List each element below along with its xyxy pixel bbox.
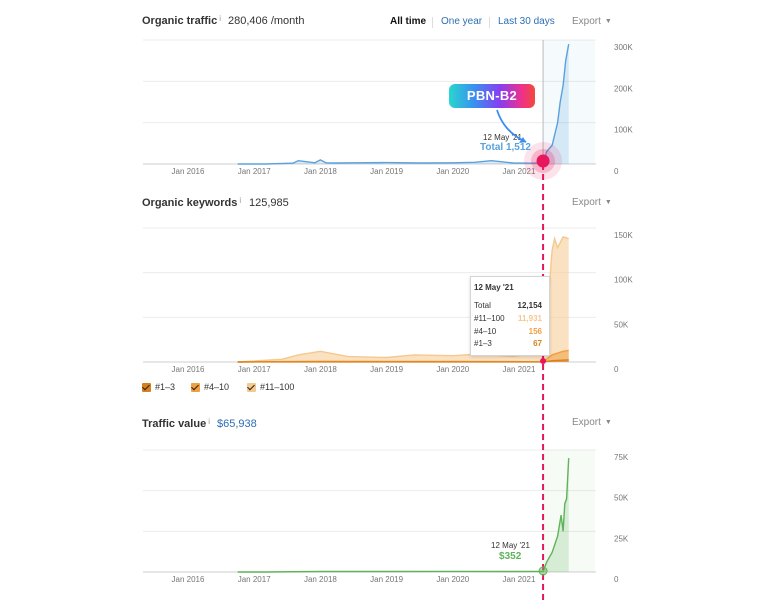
series-main-line: [237, 43, 570, 165]
y-tick-label: 50K: [614, 494, 629, 503]
traffic-value-title: Traffic value i: [142, 417, 210, 430]
organic-traffic-title: Organic traffic i: [142, 14, 221, 27]
event-marker: [536, 154, 550, 168]
x-tick-label: Jan 2018: [304, 167, 337, 176]
y-tick-label: 75K: [614, 453, 629, 462]
x-tick-label: Jan 2016: [172, 575, 205, 584]
tooltip-row-value: 156: [528, 327, 542, 336]
y-tick-label: 25K: [614, 534, 629, 543]
legend-label: #11–100: [260, 382, 295, 392]
x-tick-label: Jan 2019: [370, 167, 403, 176]
range-divider: [489, 17, 490, 28]
x-tick-label: Jan 2018: [304, 575, 337, 584]
traffic-tooltip-date: 12 May '21: [483, 133, 522, 142]
hover-shade: [543, 450, 595, 572]
tooltip-row-4-10: #4–10 156: [474, 327, 544, 336]
tooltip-date: 12 May '21: [474, 283, 514, 292]
x-tick-label: Jan 2019: [370, 365, 403, 374]
y-tick-label: 150K: [614, 231, 633, 240]
legend-item-1-3[interactable]: #1–3: [142, 382, 175, 392]
keywords-tooltip: 12 May '21 Total 12,154 #11–100 11,931 #…: [470, 276, 550, 356]
export-label: Export: [572, 197, 601, 208]
tooltip-row-label: Total: [474, 301, 491, 310]
tooltip-row-label: #1–3: [474, 339, 492, 348]
organic-keywords-title: Organic keywords i: [142, 196, 242, 209]
value-tooltip-date: 12 May '21: [491, 541, 530, 550]
range-all-time[interactable]: All time: [390, 16, 427, 27]
x-tick-label: Jan 2021: [503, 575, 536, 584]
organic-traffic-value: 280,406 /month: [228, 15, 305, 27]
export-button[interactable]: Export ▼: [572, 197, 612, 208]
tooltip-row-11-100: #11–100 11,931: [474, 314, 544, 323]
y-tick-label: 50K: [614, 320, 629, 329]
export-label: Export: [572, 16, 601, 27]
caret-down-icon: ▼: [604, 18, 612, 25]
traffic-value-title-text: Traffic value: [142, 418, 207, 430]
tooltip-row-label: #4–10: [474, 327, 497, 336]
range-divider: [432, 17, 433, 28]
y-tick-label: 100K: [614, 276, 633, 285]
tooltip-row-1-3: #1–3 67: [474, 339, 544, 348]
range-last-30-days[interactable]: Last 30 days: [498, 16, 555, 27]
x-tick-label: Jan 2017: [238, 365, 271, 374]
series--1-3-line: [237, 359, 569, 363]
x-tick-label: Jan 2020: [436, 575, 469, 584]
organic-keywords-title-text: Organic keywords: [142, 197, 238, 209]
hover-shade: [543, 40, 595, 164]
caret-down-icon: ▼: [604, 419, 612, 426]
info-icon[interactable]: i: [239, 196, 242, 205]
y-tick-label: 0: [614, 365, 619, 374]
traffic-value-value: $65,938: [217, 418, 257, 430]
checkbox-icon[interactable]: [142, 382, 151, 392]
tooltip-row-label: #11–100: [474, 314, 505, 323]
x-tick-label: Jan 2017: [238, 167, 271, 176]
organic-keywords-value: 125,985: [249, 197, 289, 209]
series-main-line: [237, 458, 570, 573]
tooltip-row-total: Total 12,154: [474, 301, 544, 310]
x-tick-label: Jan 2020: [436, 167, 469, 176]
y-tick-label: 200K: [614, 84, 633, 93]
export-button[interactable]: Export ▼: [572, 16, 612, 27]
x-tick-label: Jan 2019: [370, 575, 403, 584]
x-tick-label: Jan 2021: [503, 167, 536, 176]
organic-traffic-title-text: Organic traffic: [142, 15, 218, 27]
info-icon[interactable]: i: [219, 14, 221, 23]
checkbox-icon[interactable]: [191, 382, 200, 392]
value-tooltip-value: $352: [499, 551, 522, 562]
y-tick-label: 300K: [614, 43, 633, 52]
tooltip-row-value: 11,931: [517, 314, 542, 323]
caret-down-icon: ▼: [604, 199, 612, 206]
x-tick-label: Jan 2016: [172, 167, 205, 176]
x-tick-label: Jan 2018: [304, 365, 337, 374]
legend-label: #4–10: [204, 382, 230, 392]
info-icon[interactable]: i: [208, 417, 210, 426]
legend-label: #1–3: [155, 382, 176, 392]
checkbox-icon[interactable]: [247, 382, 256, 392]
legend-item-4-10[interactable]: #4–10: [191, 382, 229, 392]
pbn-b2-badge: PBN-B2: [449, 84, 535, 108]
value-point: [538, 566, 548, 576]
x-tick-label: Jan 2021: [503, 365, 536, 374]
tooltip-row-value: 67: [533, 339, 542, 348]
legend-item-11-100[interactable]: #11–100: [247, 382, 294, 392]
y-tick-label: 0: [614, 575, 619, 584]
traffic-tooltip-total: Total 1,512: [480, 142, 531, 153]
range-one-year[interactable]: One year: [441, 16, 483, 27]
x-tick-label: Jan 2020: [436, 365, 469, 374]
x-tick-label: Jan 2016: [172, 365, 205, 374]
keywords-marker: [540, 358, 547, 364]
y-tick-label: 0: [614, 167, 619, 176]
arrow-head-icon: [519, 137, 526, 143]
x-tick-label: Jan 2017: [238, 575, 271, 584]
export-label: Export: [572, 417, 601, 428]
export-button[interactable]: Export ▼: [572, 417, 612, 428]
y-tick-label: 100K: [614, 126, 633, 135]
tooltip-row-value: 12,154: [517, 301, 542, 310]
